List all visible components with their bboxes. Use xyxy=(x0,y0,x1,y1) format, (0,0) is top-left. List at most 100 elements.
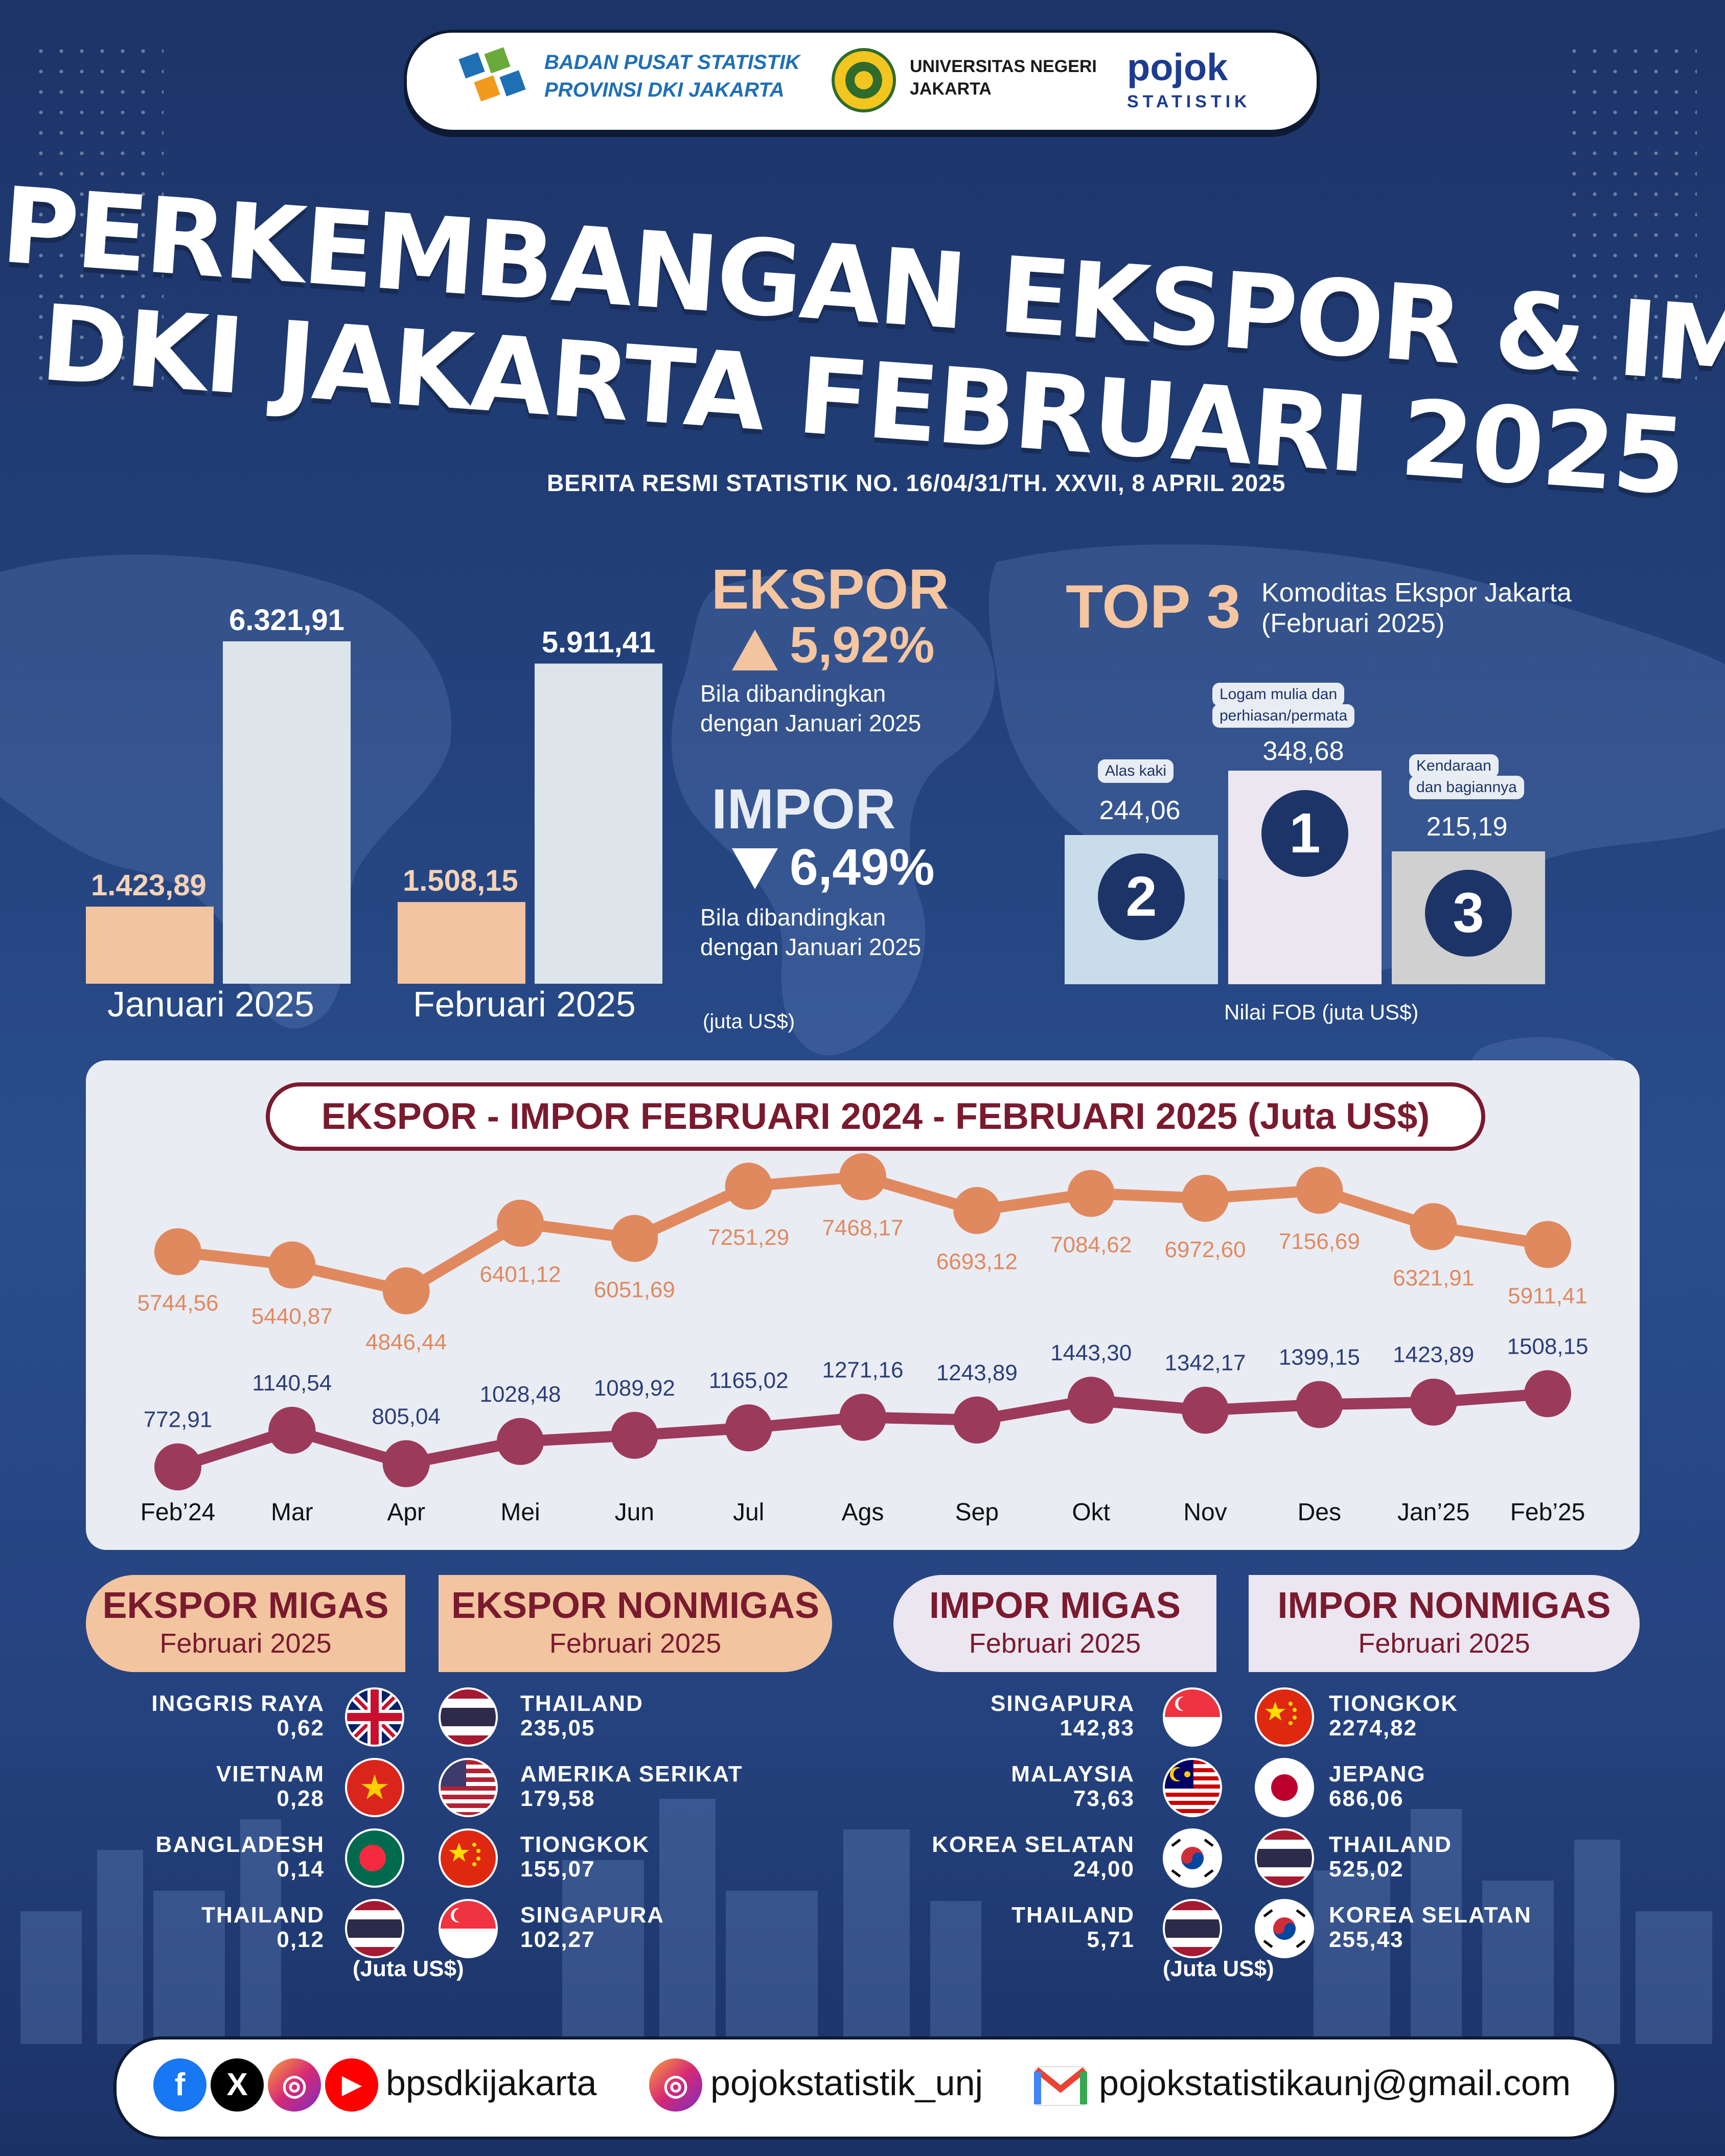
ekspor-migas-sub: Februari 2025 xyxy=(159,1628,332,1659)
top3-tag-rank1-line2: perhiasan/permata xyxy=(1212,704,1355,728)
series-1-point-1 xyxy=(268,1406,316,1454)
impor-nonmigas-title: IMPOR NONMIGAS xyxy=(1277,1585,1611,1626)
bps-social-handle[interactable]: bpsdkijakarta xyxy=(386,2063,597,2103)
ekspor-nonmigas-country-1: AMERIKA SERIKAT xyxy=(520,1761,743,1787)
top3-footer: Nilai FOB (juta US$) xyxy=(1224,1000,1419,1024)
instagram-icon[interactable]: ◎ xyxy=(268,2058,321,2112)
ekspor-nonmigas-country-2: TIONGKOK xyxy=(520,1832,650,1857)
impor-migas-title: IMPOR MIGAS xyxy=(929,1585,1181,1626)
top3-tag-rank1-line1: Logam mulia dan xyxy=(1212,683,1345,706)
series-1-label-6: 1271,16 xyxy=(822,1357,903,1382)
ekspor-nonmigas-value-1: 179,58 xyxy=(520,1786,595,1811)
series-0-point-9 xyxy=(1182,1174,1229,1222)
impor-nonmigas-sub: Februari 2025 xyxy=(1358,1628,1530,1659)
ekspor-migas-country-0: INGGRIS RAYA xyxy=(151,1691,325,1716)
series-0-label-6: 7468,17 xyxy=(822,1216,903,1241)
bar-impor-1 xyxy=(398,902,525,984)
impor-nonmigas-value-2: 525,02 xyxy=(1329,1857,1404,1882)
thailand-flag-icon xyxy=(439,1687,498,1747)
facebook-icon[interactable]: f xyxy=(153,2058,206,2112)
x-tick-11: Jan’25 xyxy=(1397,1499,1469,1526)
impor-nonmigas-header: IMPOR NONMIGAS Februari 2025 xyxy=(1249,1575,1640,1672)
impor-nonmigas-value-3: 255,43 xyxy=(1329,1927,1404,1952)
unj-name-line2: JAKARTA xyxy=(910,79,992,99)
series-1-label-3: 1028,48 xyxy=(479,1382,561,1407)
series-0-point-6 xyxy=(839,1153,886,1200)
china-flag-icon xyxy=(1255,1687,1314,1747)
series-1-label-8: 1443,30 xyxy=(1050,1340,1132,1365)
ekspor-migas-country-2: BANGLADESH xyxy=(155,1832,325,1857)
unj-name-line1: UNIVERSITAS NEGERI xyxy=(910,57,1097,76)
header-logo-bar xyxy=(404,30,1320,133)
series-0-point-4 xyxy=(611,1215,658,1262)
gmail-icon[interactable] xyxy=(1032,2062,1089,2108)
china-flag-icon xyxy=(439,1828,498,1888)
singapore-flag-icon xyxy=(439,1899,498,1958)
bps-name-line1: BADAN PUSAT STATISTIK xyxy=(544,51,800,74)
thailand-flag-icon xyxy=(1163,1899,1222,1958)
impor-nonmigas-country-1: JEPANG xyxy=(1329,1761,1426,1787)
x-tick-7: Sep xyxy=(955,1499,999,1526)
monthly-bar-chart: 1.423,89 6.321,91 1.508,15 5.911,41 xyxy=(82,598,670,984)
x-tick-12: Feb’25 xyxy=(1510,1499,1585,1526)
ekspor-change-pct: 5,92% xyxy=(790,616,935,674)
report-subtitle: BERITA RESMI STATISTIK NO. 16/04/31/TH. … xyxy=(547,470,1286,496)
series-0-label-12: 5911,41 xyxy=(1508,1283,1588,1308)
series-1-label-11: 1423,89 xyxy=(1393,1342,1474,1367)
pojok-social-handle[interactable]: pojokstatistik_unj xyxy=(710,2063,983,2103)
impor-nonmigas-value-0: 2274,82 xyxy=(1329,1715,1418,1741)
ekspor-change-desc2: dengan Januari 2025 xyxy=(700,710,922,736)
bangladesh-flag-icon xyxy=(345,1828,404,1888)
impor-nonmigas-value-1: 686,06 xyxy=(1329,1786,1404,1811)
korea-flag-icon xyxy=(1163,1828,1222,1888)
series-1-point-4 xyxy=(611,1411,658,1459)
impor-migas-value-3: 5,71 xyxy=(1087,1927,1135,1952)
series-0-label-8: 7084,62 xyxy=(1050,1232,1132,1257)
bar-impor-label-1: 1.508,15 xyxy=(403,864,518,897)
top3-tag-rank3-line1: Kendaraan xyxy=(1409,754,1499,778)
impor-change-pct: 6,49% xyxy=(790,839,935,896)
top3-desc2: (Februari 2025) xyxy=(1261,609,1445,638)
series-0-label-4: 6051,69 xyxy=(594,1277,675,1302)
ekspor-nonmigas-value-2: 155,07 xyxy=(520,1857,595,1882)
series-0-point-7 xyxy=(953,1187,1001,1234)
usa-flag-icon xyxy=(439,1758,498,1817)
instagram-icon-pojok[interactable]: ◎ xyxy=(649,2058,702,2112)
korea-flag-icon xyxy=(1255,1899,1314,1958)
series-1-point-0 xyxy=(154,1443,201,1491)
x-tick-0: Feb’24 xyxy=(141,1499,216,1526)
contact-email[interactable]: pojokstatistikaunj@gmail.com xyxy=(1099,2063,1571,2103)
bps-name-line2: PROVINSI DKI JAKARTA xyxy=(544,79,785,101)
impor-migas-value-1: 73,63 xyxy=(1073,1786,1135,1811)
series-0-point-8 xyxy=(1067,1170,1115,1217)
series-1-label-1: 1140,54 xyxy=(252,1371,332,1396)
ekspor-migas-value-3: 0,12 xyxy=(277,1927,325,1952)
impor-heading: IMPOR xyxy=(711,778,896,841)
impor-migas-country-3: THAILAND xyxy=(1011,1903,1135,1928)
series-0-label-1: 5440,87 xyxy=(251,1304,333,1329)
series-0-point-2 xyxy=(382,1267,430,1315)
x-tick-4: Jun xyxy=(615,1499,654,1526)
series-0-label-10: 7156,69 xyxy=(1279,1229,1360,1254)
x-tick-3: Mei xyxy=(500,1499,540,1526)
x-icon[interactable]: X xyxy=(211,2058,264,2112)
ekspor-nonmigas-country-3: SINGAPURA xyxy=(520,1903,665,1928)
series-0-label-7: 6693,12 xyxy=(936,1249,1018,1274)
impor-migas-country-1: MALAYSIA xyxy=(1011,1761,1135,1787)
series-1-label-9: 1342,17 xyxy=(1164,1351,1246,1376)
impor-change-desc2: dengan Januari 2025 xyxy=(700,934,922,960)
uk-flag-icon xyxy=(345,1687,404,1747)
rank3-badge: 3 xyxy=(1425,870,1512,957)
series-0-label-3: 6401,12 xyxy=(479,1262,561,1287)
rank1-badge: 1 xyxy=(1261,790,1348,877)
x-tick-5: Jul xyxy=(733,1499,764,1526)
youtube-icon[interactable]: ▶ xyxy=(325,2058,378,2112)
x-tick-8: Okt xyxy=(1072,1499,1110,1526)
triangle-down-icon xyxy=(732,848,778,889)
x-tick-2: Apr xyxy=(387,1499,425,1526)
x-tick-9: Nov xyxy=(1183,1499,1227,1526)
series-1-label-5: 1165,02 xyxy=(709,1368,789,1393)
series-1-point-6 xyxy=(839,1394,886,1441)
top3-value-rank3: 215,19 xyxy=(1426,812,1508,842)
pojok-logo-sub: STATISTIK xyxy=(1127,92,1251,111)
